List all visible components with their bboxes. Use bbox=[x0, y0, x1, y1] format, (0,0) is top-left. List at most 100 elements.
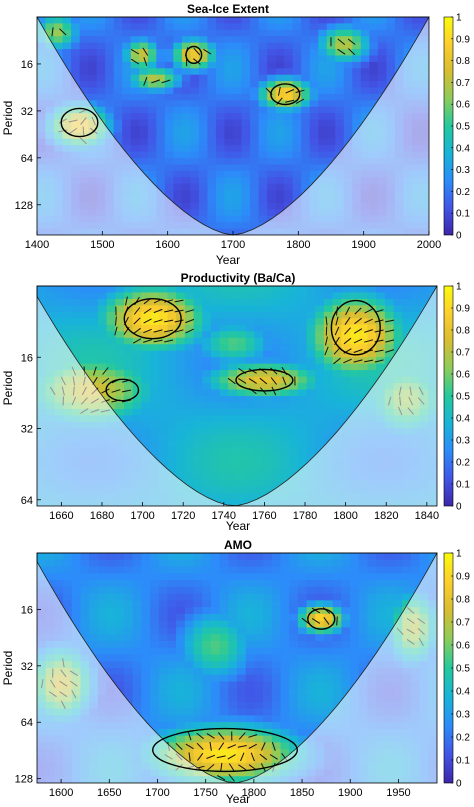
heatmap-cell bbox=[184, 681, 195, 689]
heatmap-cell bbox=[367, 654, 377, 662]
heatmap-cell bbox=[176, 441, 186, 449]
heatmap-cell bbox=[267, 177, 277, 185]
heatmap-cell bbox=[267, 158, 277, 166]
heatmap-cell bbox=[198, 74, 209, 82]
heatmap-cell bbox=[263, 559, 273, 568]
heatmap-cell bbox=[193, 305, 203, 313]
heatmap-cell bbox=[139, 100, 149, 108]
heatmap-cell bbox=[184, 473, 195, 481]
heatmap-cell bbox=[306, 586, 316, 595]
heatmap-cell bbox=[297, 447, 308, 455]
heatmap-cell bbox=[237, 363, 247, 371]
heatmap-cell bbox=[224, 209, 234, 217]
heatmap-cell bbox=[150, 688, 160, 696]
heatmap-cell bbox=[80, 292, 90, 300]
heatmap-cell bbox=[386, 49, 396, 57]
heatmap-cell bbox=[224, 68, 234, 76]
heatmap-cell bbox=[280, 376, 290, 384]
heatmap-cell bbox=[315, 553, 325, 561]
heatmap-cell bbox=[358, 363, 369, 371]
heatmap-cell bbox=[164, 68, 174, 76]
heatmap-cell bbox=[123, 627, 134, 635]
heatmap-cell bbox=[289, 593, 299, 601]
heatmap-cell bbox=[210, 586, 221, 595]
x-tick-label: 1760 bbox=[252, 510, 276, 522]
heatmap-cell bbox=[176, 620, 186, 629]
heatmap-cell bbox=[150, 627, 160, 635]
heatmap-cell bbox=[207, 209, 217, 217]
heatmap-cell bbox=[376, 573, 386, 581]
heatmap-cell bbox=[141, 634, 151, 642]
heatmap-cell bbox=[263, 318, 273, 326]
heatmap-cell bbox=[369, 87, 379, 95]
heatmap-cell bbox=[233, 74, 243, 82]
heatmap-cell bbox=[176, 613, 186, 622]
heatmap-cell bbox=[254, 298, 264, 307]
heatmap-cell bbox=[123, 331, 134, 339]
heatmap-cell bbox=[254, 350, 264, 358]
heatmap-cell bbox=[115, 661, 125, 669]
heatmap-cell bbox=[210, 681, 221, 689]
heatmap-cell bbox=[181, 100, 191, 108]
heatmap-cell bbox=[263, 634, 273, 642]
heatmap-cell bbox=[245, 647, 255, 656]
heatmap-cell bbox=[88, 55, 98, 63]
heatmap-cell bbox=[306, 383, 316, 391]
heatmap-cell bbox=[411, 29, 422, 37]
heatmap-cell bbox=[173, 17, 183, 25]
phase-arrow bbox=[374, 349, 384, 353]
heatmap-cell bbox=[267, 106, 277, 114]
phase-arrow bbox=[278, 86, 281, 96]
heatmap-cell bbox=[367, 640, 377, 649]
heatmap-cell bbox=[250, 145, 260, 153]
heatmap-cell bbox=[193, 408, 203, 417]
heatmap-cell bbox=[411, 23, 422, 31]
heatmap-cell bbox=[267, 23, 277, 31]
heatmap-cell bbox=[384, 573, 395, 581]
heatmap-cell bbox=[358, 331, 369, 339]
phase-arrow bbox=[364, 339, 374, 343]
heatmap-cell bbox=[228, 298, 238, 307]
heatmap-cell bbox=[219, 566, 229, 574]
heatmap-cell bbox=[202, 668, 212, 676]
phase-arrow bbox=[282, 376, 287, 386]
heatmap-cell bbox=[210, 654, 221, 662]
heatmap-cell bbox=[45, 29, 55, 37]
heatmap-cell bbox=[258, 145, 268, 153]
phase-arrow bbox=[161, 79, 171, 84]
heatmap-cell bbox=[309, 61, 319, 69]
significance-contour bbox=[235, 368, 294, 392]
heatmap-cell bbox=[280, 337, 290, 345]
heatmap-cell bbox=[210, 324, 221, 332]
heatmap-cell bbox=[139, 145, 149, 153]
heatmap-cell bbox=[350, 318, 360, 326]
heatmap-cell bbox=[71, 29, 81, 37]
phase-arrow bbox=[337, 38, 346, 45]
heatmap-cell bbox=[141, 421, 151, 429]
heatmap-cell bbox=[315, 441, 325, 449]
heatmap-cell bbox=[202, 735, 212, 744]
heatmap-cell bbox=[237, 324, 247, 332]
heatmap-cell bbox=[115, 376, 125, 384]
heatmap-cell bbox=[202, 331, 212, 339]
heatmap-cell bbox=[306, 286, 316, 294]
heatmap-cell bbox=[271, 337, 282, 345]
heatmap-cell bbox=[181, 170, 191, 178]
heatmap-cell bbox=[284, 158, 294, 166]
heatmap-cell bbox=[184, 647, 195, 656]
heatmap-cell bbox=[289, 396, 299, 404]
heatmap-cell bbox=[228, 454, 238, 462]
heatmap-cell bbox=[198, 61, 209, 69]
heatmap-cell bbox=[289, 447, 299, 455]
heatmap-cell bbox=[193, 607, 203, 615]
heatmap-cell bbox=[71, 292, 82, 300]
heatmap-cell bbox=[245, 376, 255, 384]
heatmap-cell bbox=[332, 674, 342, 683]
heatmap-cell bbox=[198, 23, 209, 31]
heatmap-cell bbox=[323, 331, 334, 339]
heatmap-cell bbox=[309, 138, 319, 146]
heatmap-cell bbox=[377, 68, 387, 76]
cone-of-influence-line bbox=[36, 16, 430, 236]
heatmap-cell bbox=[219, 305, 229, 313]
heatmap-cell bbox=[113, 81, 123, 89]
